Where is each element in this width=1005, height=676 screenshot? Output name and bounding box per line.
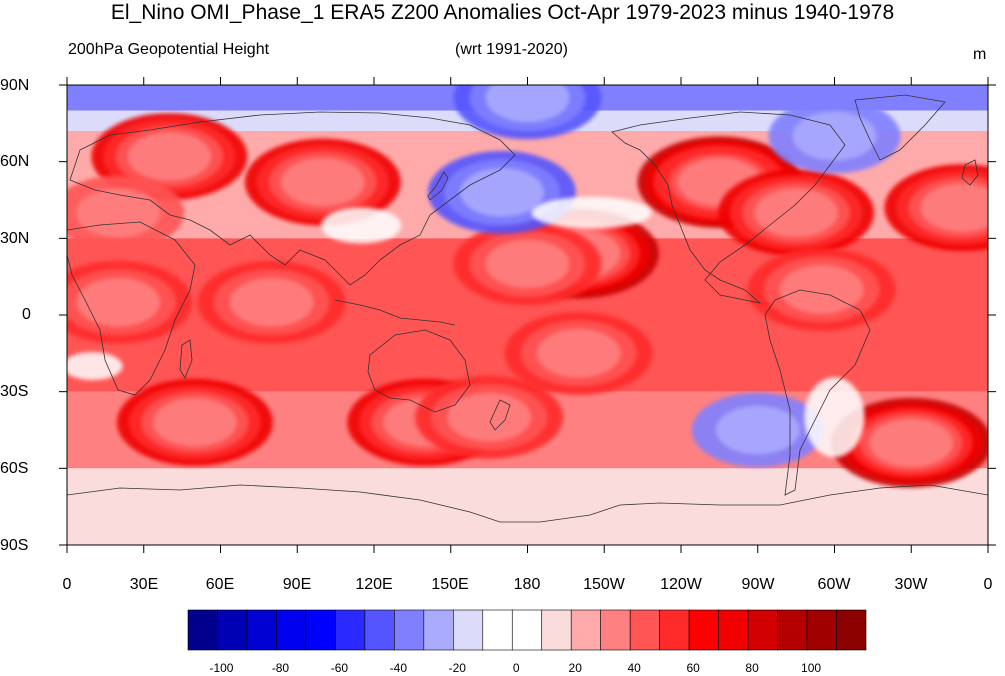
colorbar-label: 20 <box>568 661 582 675</box>
xtick-label-120w: 120W <box>660 576 702 593</box>
anomaly-contour <box>280 157 365 207</box>
ytick-label-90s: 90S <box>0 537 29 554</box>
colorbar-label: 40 <box>627 661 641 675</box>
coastlines <box>67 94 988 523</box>
anomaly-contour <box>447 392 532 442</box>
xtick-label-60w: 60W <box>817 576 851 593</box>
colorbar-swatch <box>187 609 218 651</box>
colorbar-label: 80 <box>745 661 759 675</box>
anomaly-contour <box>920 183 988 233</box>
coast-eurasia <box>69 111 516 286</box>
xtick-label-30w: 30W <box>894 576 928 593</box>
reference-period-label: (wrt 1991-2020) <box>455 41 568 58</box>
anomaly-band <box>67 468 988 507</box>
anomaly-contour <box>779 265 864 314</box>
colorbar-swatch <box>453 609 484 651</box>
anomaly-contour <box>715 405 800 455</box>
colorbar-swatch <box>335 609 366 651</box>
colorbar-swatch <box>394 609 425 651</box>
anomaly-band <box>67 506 988 545</box>
coast-japan <box>427 171 449 201</box>
coast-south-america <box>764 289 871 496</box>
xtick-label-0: 0 <box>62 576 72 593</box>
anomaly-contour <box>76 188 161 238</box>
variable-label: 200hPa Geopotential Height <box>68 41 270 58</box>
colorbar-swatch <box>659 609 690 651</box>
xtick-label-120e: 120E <box>355 576 393 593</box>
colorbar-label: -40 <box>389 661 408 675</box>
ytick-label-90n: 90N <box>0 77 30 94</box>
colorbar-swatch <box>570 609 601 651</box>
colorbar-swatch <box>600 609 631 651</box>
near-zero-region <box>804 377 865 458</box>
colorbar-label: -60 <box>330 661 349 675</box>
xtick-label-90e: 90E <box>282 576 312 593</box>
colorbar-swatch <box>541 609 572 651</box>
xtick-label-150w: 150W <box>583 576 625 593</box>
units-label: m <box>973 46 987 63</box>
ytick-label-30n: 30N <box>0 230 30 247</box>
coast-north-america <box>611 111 846 304</box>
colorbar-label: 100 <box>801 661 822 675</box>
anomaly-contour <box>485 239 570 289</box>
colorbar-swatch <box>806 609 837 651</box>
colorbar-swatch <box>364 609 395 651</box>
coast-madagascar <box>179 339 193 379</box>
chart-title: El_Nino OMI_Phase_1 ERA5 Z200 Anomalies … <box>110 1 895 24</box>
colorbar-label: -20 <box>448 661 466 675</box>
coast-greenland <box>854 94 946 161</box>
ytick-label-30s: 30S <box>0 383 29 400</box>
anomaly-contour <box>229 277 314 327</box>
anomaly-contour <box>536 328 621 378</box>
colorbar-swatch <box>747 609 778 651</box>
colorbar-swatch <box>246 609 277 651</box>
near-zero-region <box>321 207 402 244</box>
near-zero-region <box>67 352 123 381</box>
coast-africa <box>67 221 196 396</box>
xtick-label-90w: 90W <box>741 576 775 593</box>
colorbar-label: -100 <box>209 661 234 675</box>
coast-indonesia <box>334 299 456 326</box>
anomaly-contour <box>76 277 161 327</box>
colorbar-label: 0 <box>512 661 520 675</box>
anomaly-contour <box>152 397 237 447</box>
anomaly-contour <box>869 418 954 468</box>
ytick-label-eq: 0 <box>22 306 31 323</box>
anomaly-field <box>67 85 988 545</box>
anomaly-contour <box>754 188 839 238</box>
xtick-label-180: 180 <box>513 576 541 593</box>
colorbar-label: -80 <box>271 661 290 675</box>
coast-antarctica <box>67 484 988 523</box>
ytick-label-60s: 60S <box>0 460 29 477</box>
axis-ticks <box>59 77 996 553</box>
colorbar-swatch <box>836 609 867 651</box>
colorbar-swatch <box>482 609 513 651</box>
xtick-label-360: 0 <box>983 576 993 593</box>
anomaly-contour <box>485 85 570 123</box>
colorbar-swatch <box>777 609 808 651</box>
colorbar-swatch <box>423 609 454 651</box>
colorbar-swatch <box>511 609 543 651</box>
xtick-label-150e: 150E <box>431 576 469 593</box>
coast-uk <box>961 159 979 186</box>
near-zero-region <box>531 196 652 229</box>
anomaly-contour <box>792 111 877 161</box>
colorbar-label: 60 <box>686 661 700 675</box>
colorbar-swatch <box>217 609 248 651</box>
coast-australia <box>367 329 471 413</box>
xtick-label-30e: 30E <box>129 576 159 593</box>
anomaly-contour <box>459 167 544 217</box>
coast-new-zealand <box>489 399 511 431</box>
colorbar-swatch <box>629 609 660 651</box>
colorbar-swatch <box>305 609 336 651</box>
colorbar-swatch <box>718 609 749 651</box>
colorbar-swatch <box>688 609 719 651</box>
ytick-label-60n: 60N <box>0 153 30 170</box>
colorbar <box>187 609 867 651</box>
anomaly-contour <box>127 132 212 181</box>
xtick-label-60e: 60E <box>205 576 235 593</box>
colorbar-swatch <box>276 609 307 651</box>
